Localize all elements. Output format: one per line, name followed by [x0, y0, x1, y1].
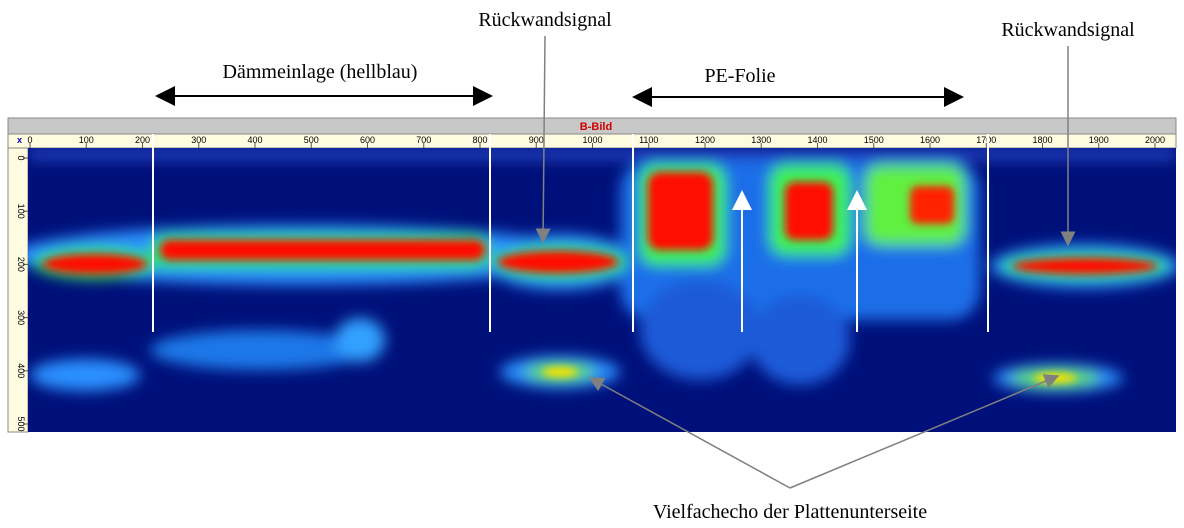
x-tick-label: 300 — [191, 135, 206, 145]
x-axis-label: x — [17, 135, 22, 145]
x-tick-label: 500 — [304, 135, 319, 145]
x-tick-label: 900 — [529, 135, 544, 145]
annotation: Rückwandsignal — [1001, 19, 1135, 41]
x-tick-label: 700 — [416, 135, 431, 145]
x-tick-label: 1400 — [807, 135, 827, 145]
x-tick-label: 1600 — [920, 135, 940, 145]
arrow — [588, 377, 791, 489]
x-tick-label: 1300 — [751, 135, 771, 145]
y-tick-label: 200 — [16, 257, 26, 272]
y-tick-label: 0 — [16, 155, 26, 160]
x-tick-label: 1000 — [582, 135, 602, 145]
y-tick-label: 400 — [16, 363, 26, 378]
x-tick-label: 200 — [135, 135, 150, 145]
annotation: Vielfachecho der Plattenunterseite — [653, 501, 927, 523]
x-tick-label: 1800 — [1032, 135, 1052, 145]
annotation: Dämmeinlage (hellblau) — [223, 61, 418, 83]
x-tick-label: 0 — [27, 135, 32, 145]
x-tick-label: 1200 — [695, 135, 715, 145]
x-tick-label: 600 — [360, 135, 375, 145]
section-lines — [152, 134, 989, 332]
annotation: PE-Folie — [704, 65, 775, 87]
annotation: Rückwandsignal — [478, 9, 612, 31]
x-tick-label: 1700 — [976, 135, 996, 145]
x-tick-label: 1900 — [1089, 135, 1109, 145]
b-scan-image — [28, 148, 1176, 432]
y-ruler — [7, 147, 29, 433]
x-tick-label: 1500 — [864, 135, 884, 145]
arrow — [535, 35, 551, 244]
y-tick-label: 500 — [16, 416, 26, 431]
x-tick-label: 2000 — [1145, 135, 1165, 145]
x-tick-label: 1100 — [639, 135, 658, 145]
x-tick-label: 400 — [247, 135, 262, 145]
x-tick-label: 100 — [79, 135, 94, 145]
y-tick-label: 100 — [16, 204, 26, 219]
arrow — [789, 374, 1060, 489]
window-title: B-Bild — [580, 121, 612, 133]
y-tick-label: 300 — [16, 310, 26, 325]
x-tick-label: 800 — [472, 135, 487, 145]
